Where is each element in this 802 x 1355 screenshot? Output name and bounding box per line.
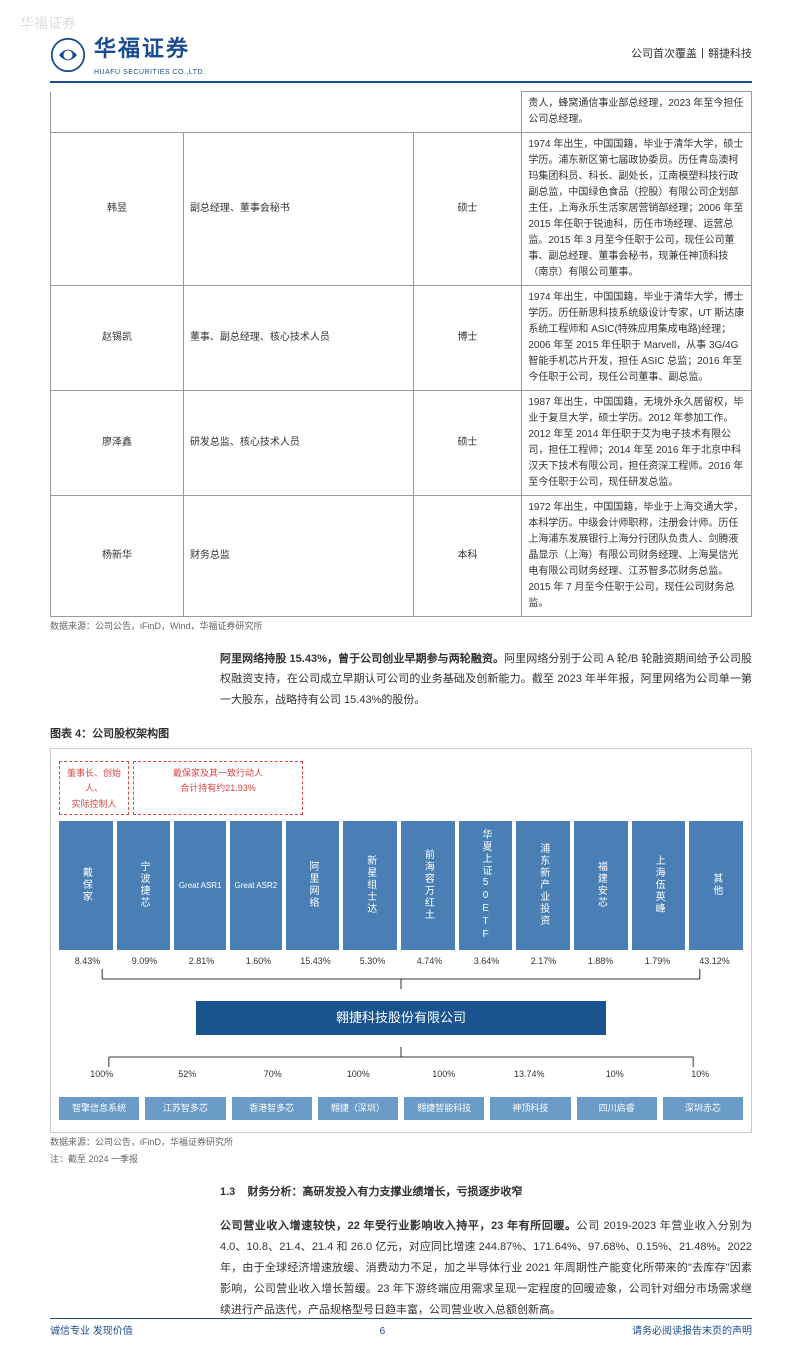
percent-label: 100%	[316, 1067, 402, 1082]
percent-label: 5.30%	[344, 954, 401, 969]
shareholder-box: 福建安芯	[574, 821, 628, 950]
shareholder-box: 上海伍英峰	[632, 821, 686, 950]
executives-table: 责人，蜂窝通信事业部总经理，2023 年至今担任公司总经理。韩昱副总经理、董事会…	[50, 91, 752, 617]
shareholder-box: 华夏上证50ETF	[459, 821, 513, 950]
table-row: 杨新华财务总监本科1972 年出生，中国国籍，毕业于上海交通大学，本科学历。中级…	[51, 496, 752, 617]
footer-left: 诚信专业 发现价值	[50, 1323, 133, 1340]
para2-bold: 公司营业收入增速较快，22 年受行业影响收入持平，23 年有所回暖。	[220, 1220, 577, 1232]
table-cell: 副总经理、董事会秘书	[183, 133, 413, 286]
subsidiary-box: 翱捷智能科技	[404, 1097, 484, 1120]
percent-label: 13.74%	[487, 1067, 573, 1082]
section-title: 财务分析：高研发投入有力支撑业绩增长，亏损逐步收窄	[248, 1186, 523, 1198]
table-cell: 廖泽鑫	[51, 391, 184, 496]
subsidiary-box: 翱捷（深圳）	[318, 1097, 398, 1120]
logo-chinese: 华福证券	[94, 30, 206, 67]
percent-label: 1.88%	[572, 954, 629, 969]
chart4-note: 注：截至 2024 一季报	[50, 1152, 752, 1167]
footer-right: 请务必阅读报告末页的声明	[632, 1323, 752, 1340]
table-cell: 赵锡凯	[51, 286, 184, 391]
percent-label: 52%	[145, 1067, 231, 1082]
table-row: 廖泽鑫研发总监、核心技术人员硕士1987 年出生，中国国籍，无境外永久居留权，毕…	[51, 391, 752, 496]
percent-label: 10%	[572, 1067, 658, 1082]
shareholder-box: Great ASR1	[174, 821, 226, 950]
subsidiary-box: 香港智多芯	[232, 1097, 312, 1120]
table-cell: 研发总监、核心技术人员	[183, 391, 413, 496]
chart4-source: 数据来源：公司公告，iFinD，华福证券研究所	[50, 1135, 752, 1150]
percent-label: 8.43%	[59, 954, 116, 969]
paragraph-ali-holding: 阿里网络持股 15.43%，曾于公司创业早期参与两轮融资。阿里网络分别于公司 A…	[220, 649, 752, 712]
percent-label: 10%	[658, 1067, 744, 1082]
dashed-box-chairman: 董事长、创始人、实际控制人	[59, 761, 129, 815]
table-row: 责人，蜂窝通信事业部总经理，2023 年至今担任公司总经理。	[51, 92, 752, 133]
footer-page-number: 6	[380, 1323, 386, 1340]
section-number: 1.3	[220, 1186, 235, 1198]
table-cell: 硕士	[413, 133, 522, 286]
subsidiary-box: 江苏智多芯	[145, 1097, 225, 1120]
subsidiary-percents: 100%52%70%100%100%13.74%10%10%	[59, 1067, 743, 1082]
percent-label: 3.64%	[458, 954, 515, 969]
table-cell: 1972 年出生，中国国籍，毕业于上海交通大学，本科学历。中级会计师职称，注册会…	[522, 496, 752, 617]
shareholder-box: 前海容万红土	[401, 821, 455, 950]
shareholder-box: 宁波捷芯	[117, 821, 171, 950]
shareholder-percents: 8.43%9.09%2.81%1.60%15.43%5.30%4.74%3.64…	[59, 954, 743, 969]
percent-label: 1.79%	[629, 954, 686, 969]
percent-label: 9.09%	[116, 954, 173, 969]
subsidiary-box: 深圳赤芯	[663, 1097, 743, 1120]
company-name-box: 翱捷科技股份有限公司	[196, 1001, 606, 1035]
percent-label: 4.74%	[401, 954, 458, 969]
percent-label: 70%	[230, 1067, 316, 1082]
table-cell: 本科	[413, 496, 522, 617]
shareholder-box: 浦东新产业投资	[516, 821, 570, 950]
para2-text: 公司 2019-2023 年营业收入分别为 4.0、10.8、21.4、21.4…	[220, 1220, 752, 1316]
table-cell: 1987 年出生，中国国籍，无境外永久居留权，毕业于复旦大学，硕士学历。2012…	[522, 391, 752, 496]
shareholder-boxes: 戴保家宁波捷芯Great ASR1Great ASR2阿里网络新星组士达前海容万…	[59, 821, 743, 950]
header-right-text: 公司首次覆盖丨翱捷科技	[631, 45, 752, 64]
logo-area: 华福证券 HUAFU SECURITIES CO.,LTD.	[50, 30, 206, 79]
percent-label: 43.12%	[686, 954, 743, 969]
subsidiary-boxes: 智擎信息系统江苏智多芯香港智多芯翱捷（深圳） 翱捷智能科技神顶科技四川启睿深圳赤芯	[59, 1097, 743, 1120]
page-footer: 诚信专业 发现价值 6 请务必阅读报告末页的声明	[50, 1318, 752, 1340]
table-source: 数据来源：公司公告，iFinD，Wind，华福证券研究所	[50, 619, 752, 634]
watermark: 华福证券	[20, 12, 76, 36]
shareholder-box: 戴保家	[59, 821, 113, 950]
logo-english: HUAFU SECURITIES CO.,LTD.	[94, 67, 206, 79]
shareholder-box: 其他	[689, 821, 743, 950]
org-chart: 董事长、创始人、实际控制人 戴保家及其一致行动人合计持有约21.93% 戴保家宁…	[50, 748, 752, 1133]
percent-label: 2.81%	[173, 954, 230, 969]
percent-label: 100%	[59, 1067, 145, 1082]
company-logo-icon	[50, 37, 86, 73]
para1-bold: 阿里网络持股 15.43%，曾于公司创业早期参与两轮融资。	[220, 653, 504, 665]
shareholder-box: 新星组士达	[343, 821, 397, 950]
section-1-3-heading: 1.3 财务分析：高研发投入有力支撑业绩增长，亏损逐步收窄	[220, 1183, 752, 1202]
percent-label: 15.43%	[287, 954, 344, 969]
paragraph-financials: 公司营业收入增速较快，22 年受行业影响收入持平，23 年有所回暖。公司 201…	[220, 1216, 752, 1320]
percent-label: 2.17%	[515, 954, 572, 969]
table-cell: 1974 年出生，中国国籍，毕业于清华大学，博士学历。历任新思科技系统级设计专家…	[522, 286, 752, 391]
subsidiary-box: 神顶科技	[490, 1097, 570, 1120]
subsidiary-box: 四川启睿	[577, 1097, 657, 1120]
percent-label: 100%	[401, 1067, 487, 1082]
percent-label: 1.60%	[230, 954, 287, 969]
subsidiary-box: 智擎信息系统	[59, 1097, 139, 1120]
shareholder-box: Great ASR2	[230, 821, 282, 950]
table-row: 韩昱副总经理、董事会秘书硕士1974 年出生，中国国籍，毕业于清华大学，硕士学历…	[51, 133, 752, 286]
shareholder-box: 阿里网络	[286, 821, 340, 950]
chart4-title: 图表 4：公司股权架构图	[50, 725, 752, 744]
page-header: 华福证券 HUAFU SECURITIES CO.,LTD. 公司首次覆盖丨翱捷…	[50, 30, 752, 83]
table-cell: 韩昱	[51, 133, 184, 286]
table-cell: 财务总监	[183, 496, 413, 617]
table-cell: 硕士	[413, 391, 522, 496]
table-cell: 董事、副总经理、核心技术人员	[183, 286, 413, 391]
table-cell: 1974 年出生，中国国籍，毕业于清华大学，硕士学历。浦东新区第七届政协委员。历…	[522, 133, 752, 286]
dashed-box-concert: 戴保家及其一致行动人合计持有约21.93%	[133, 761, 303, 815]
table-row: 赵锡凯董事、副总经理、核心技术人员博士1974 年出生，中国国籍，毕业于清华大学…	[51, 286, 752, 391]
table-cell: 杨新华	[51, 496, 184, 617]
table-cell: 博士	[413, 286, 522, 391]
